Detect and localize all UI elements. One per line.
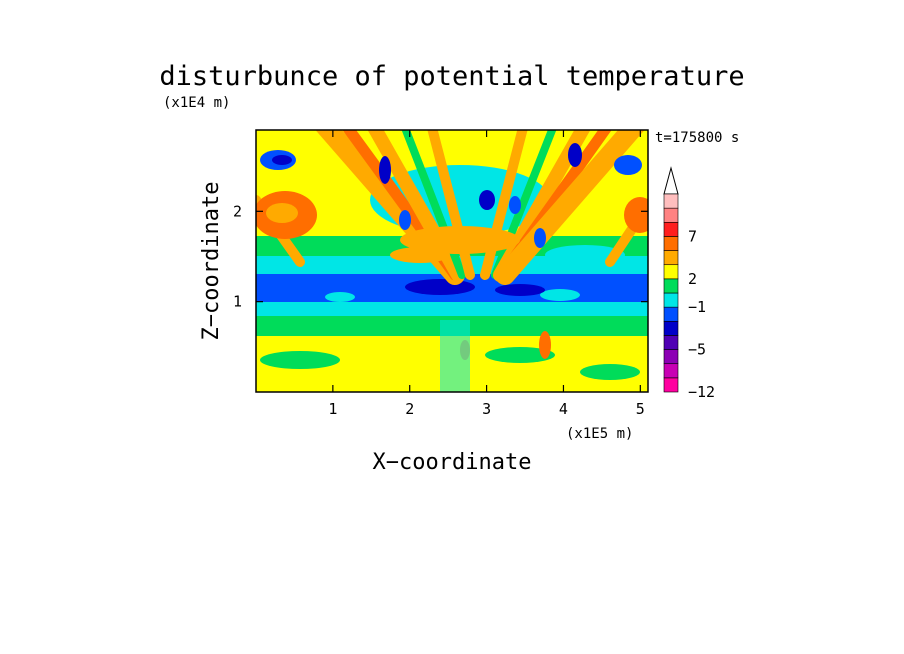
colorbar-swatch (663, 377, 679, 393)
colorbar-swatch (663, 363, 679, 379)
colorbar-swatch (663, 207, 679, 223)
colorbar-label: −5 (688, 341, 706, 359)
colorbar-swatch (663, 306, 679, 322)
x-axis-ticks: 1 2 3 4 5 (328, 130, 645, 418)
colorbar: −12−5−127 (663, 166, 715, 401)
patch-cold-topleft-core (272, 155, 292, 165)
y-tick-label: 2 (233, 202, 242, 220)
x-axis-label: X−coordinate (373, 450, 532, 475)
colorbar-label: 7 (688, 227, 697, 245)
patch-cold-top-5 (568, 143, 582, 167)
patch-cold-top-4 (509, 196, 521, 214)
y-tick-label: 1 (233, 293, 242, 311)
patch-lower-orange-1 (539, 331, 551, 359)
patch-warm-right (624, 197, 648, 233)
y-unit-label: (x1E4 m) (163, 95, 230, 111)
contour-field (256, 130, 648, 392)
patch-warm-left-core (266, 203, 298, 223)
patch-warm-center-2 (390, 247, 450, 263)
patch-lower-green-2 (485, 347, 555, 363)
colorbar-swatch (663, 236, 679, 251)
colorbar-arrow (663, 166, 679, 195)
patch-cold-topright (614, 155, 642, 175)
patch-cold-top-2 (399, 210, 411, 230)
patch-cold-top-1 (379, 156, 391, 184)
colorbar-label: −1 (688, 298, 706, 316)
patch-cold-deep-1 (405, 279, 475, 295)
colorbar-label: −12 (688, 383, 715, 401)
colorbar-swatch (663, 320, 679, 336)
plot-frame (255, 129, 649, 393)
patch-cold-top-3 (479, 190, 495, 210)
x-tick-label: 4 (559, 400, 568, 418)
patch-lower-green-3 (580, 364, 640, 380)
x-tick-label: 3 (482, 400, 491, 418)
colorbar-swatch (663, 292, 679, 308)
patch-cyan-right (545, 245, 625, 265)
colorbar-swatch (663, 250, 679, 266)
x-unit-label: (x1E5 m) (566, 426, 633, 442)
patch-warm-center (400, 226, 520, 254)
colorbar-swatch (663, 193, 679, 209)
colorbar-swatch (663, 335, 679, 350)
band-cyan-lower (256, 302, 648, 316)
time-label: t=175800 s (655, 130, 739, 146)
chart-title: disturbunce of potential temperature (159, 61, 744, 92)
x-tick-label: 5 (636, 400, 645, 418)
colorbar-swatch (663, 221, 679, 237)
patch-cold-deep-2 (495, 284, 545, 296)
colorbar-swatch (663, 278, 679, 294)
patch-cold-core-2 (540, 289, 580, 301)
x-tick-label: 1 (328, 400, 337, 418)
colorbar-swatch (663, 349, 679, 365)
colorbar-label: 2 (688, 270, 697, 288)
colorbar-swatch (663, 264, 679, 280)
y-axis-label: Z−coordinate (199, 182, 224, 341)
patch-lower-green-1 (260, 351, 340, 369)
y-axis-ticks: 12 (233, 202, 648, 311)
x-tick-label: 2 (405, 400, 414, 418)
patch-cold-top-6 (534, 228, 546, 248)
patch-cold-core-1 (325, 292, 355, 302)
streaks-cyan (440, 320, 470, 392)
